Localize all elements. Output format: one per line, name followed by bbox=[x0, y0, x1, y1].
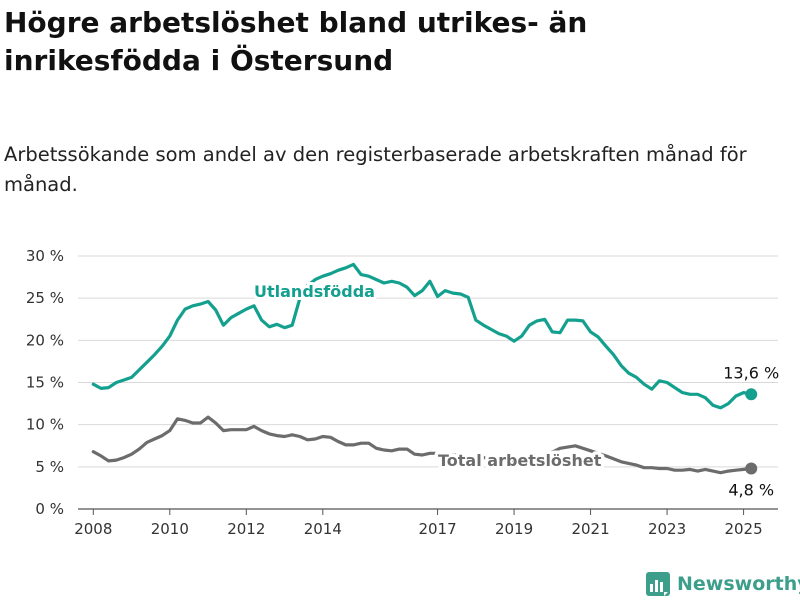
y-tick-label: 0 % bbox=[35, 500, 64, 518]
y-tick-label: 5 % bbox=[35, 458, 64, 476]
end-value-total: 4,8 % bbox=[728, 481, 774, 500]
end-point-utlandsfodda bbox=[745, 388, 758, 401]
series-label-utlandsfodda: Utlandsfödda bbox=[254, 282, 375, 301]
series-line-utlandsfodda bbox=[91, 262, 753, 410]
x-tick-label: 2010 bbox=[151, 520, 189, 538]
x-tick-label: 2012 bbox=[227, 520, 265, 538]
x-tick-label: 2017 bbox=[418, 520, 456, 538]
newsworthy-brand: Newsworthy bbox=[645, 570, 800, 598]
x-tick-label: 2014 bbox=[304, 520, 342, 538]
y-tick-label: 30 % bbox=[26, 247, 64, 265]
y-tick-label: 25 % bbox=[26, 289, 64, 307]
x-axis: 2008 2010 2012 2014 2017 2019 2021 2023 2025 bbox=[74, 509, 763, 538]
y-axis-ticks: 0 % 5 % 10 % 15 % 20 % 25 % 30 % bbox=[26, 247, 64, 518]
y-tick-label: 20 % bbox=[26, 331, 64, 349]
series-label-total: Total arbetslöshet bbox=[438, 451, 602, 470]
x-tick-label: 2021 bbox=[571, 520, 609, 538]
brand-name: Newsworthy bbox=[677, 573, 800, 595]
end-value-utlandsfodda: 13,6 % bbox=[723, 363, 779, 382]
series-line-total bbox=[91, 415, 753, 475]
chart-subtitle: Arbetssökande som andel av den registerb… bbox=[4, 143, 747, 196]
x-tick-label: 2008 bbox=[74, 520, 112, 538]
x-tick-label: 2019 bbox=[495, 520, 533, 538]
x-tick-label: 2023 bbox=[648, 520, 686, 538]
x-tick-label: 2025 bbox=[724, 520, 762, 538]
series-lines bbox=[91, 262, 758, 475]
chart-title: Högre arbetslöshet bland utrikes- än inr… bbox=[4, 6, 588, 77]
series-labels: 13,6 % 4,8 % Utlandsfödda Total arbetslöshe… bbox=[251, 279, 779, 500]
y-tick-label: 15 % bbox=[26, 374, 64, 392]
end-point-total bbox=[745, 462, 758, 475]
newsworthy-logo-icon bbox=[646, 572, 670, 596]
y-tick-label: 10 % bbox=[26, 416, 64, 434]
